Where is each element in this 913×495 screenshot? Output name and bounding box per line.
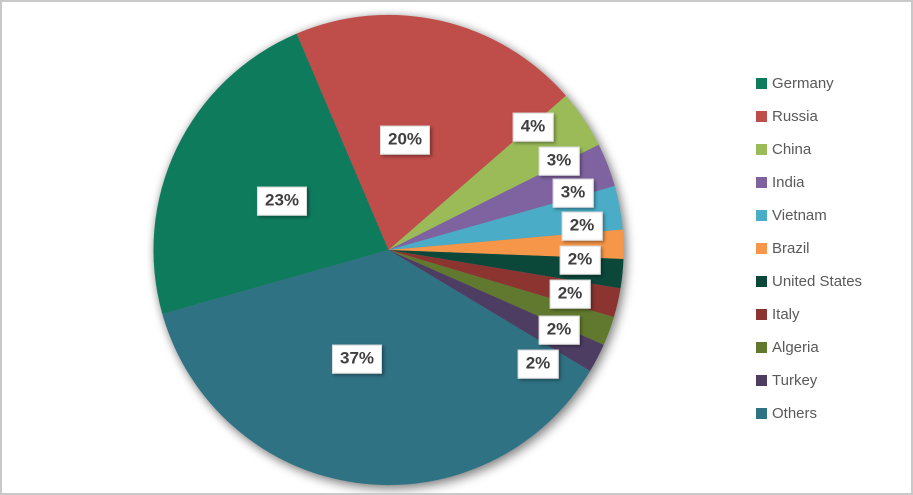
legend-swatch-others — [756, 408, 767, 419]
legend-label: Italy — [772, 306, 800, 323]
legend-label: Vietnam — [772, 207, 827, 224]
data-label-vietnam: 3% — [552, 178, 594, 208]
legend-swatch-united-states — [756, 276, 767, 287]
legend-swatch-germany — [756, 78, 767, 89]
legend-item-turkey: Turkey — [756, 364, 862, 397]
legend-item-others: Others — [756, 397, 862, 430]
data-label-india: 3% — [538, 146, 580, 176]
legend-label: Russia — [772, 108, 818, 125]
legend-label: Brazil — [772, 240, 810, 257]
data-label-algeria: 2% — [538, 315, 580, 345]
legend-item-india: India — [756, 166, 862, 199]
data-label-italy: 2% — [549, 279, 591, 309]
legend-label: Others — [772, 405, 818, 422]
legend-swatch-india — [756, 177, 767, 188]
legend-item-italy: Italy — [756, 298, 862, 331]
data-label-others: 37% — [331, 344, 383, 374]
legend-item-vietnam: Vietnam — [756, 199, 862, 232]
legend-label: India — [772, 174, 805, 191]
legend-swatch-russia — [756, 111, 767, 122]
legend-label: Germany — [772, 75, 834, 92]
legend-swatch-china — [756, 144, 767, 155]
pie-slice-germany — [153, 33, 389, 314]
data-label-germany: 23% — [256, 186, 308, 216]
legend-label: China — [772, 141, 812, 158]
legend-label: Algeria — [772, 339, 819, 356]
data-label-brazil: 2% — [561, 211, 603, 241]
pie-slice-russia — [296, 14, 566, 250]
data-label-russia: 20% — [379, 125, 431, 155]
legend-item-china: China — [756, 133, 862, 166]
legend-item-russia: Russia — [756, 100, 862, 133]
legend-swatch-italy — [756, 309, 767, 320]
legend-swatch-vietnam — [756, 210, 767, 221]
data-label-turkey: 2% — [517, 349, 559, 379]
legend-item-united-states: United States — [756, 265, 862, 298]
legend-item-algeria: Algeria — [756, 331, 862, 364]
legend-item-germany: Germany — [756, 67, 862, 100]
pie-slices-group — [153, 14, 624, 486]
data-label-united-states: 2% — [559, 245, 601, 275]
chart-legend: Germany Russia China India Vietnam Brazil Unit… — [756, 67, 862, 430]
legend-label: Turkey — [772, 372, 818, 389]
legend-label: United States — [772, 273, 863, 290]
legend-item-brazil: Brazil — [756, 232, 862, 265]
legend-swatch-brazil — [756, 243, 767, 254]
legend-swatch-algeria — [756, 342, 767, 353]
data-label-china: 4% — [512, 112, 554, 142]
legend-swatch-turkey — [756, 375, 767, 386]
